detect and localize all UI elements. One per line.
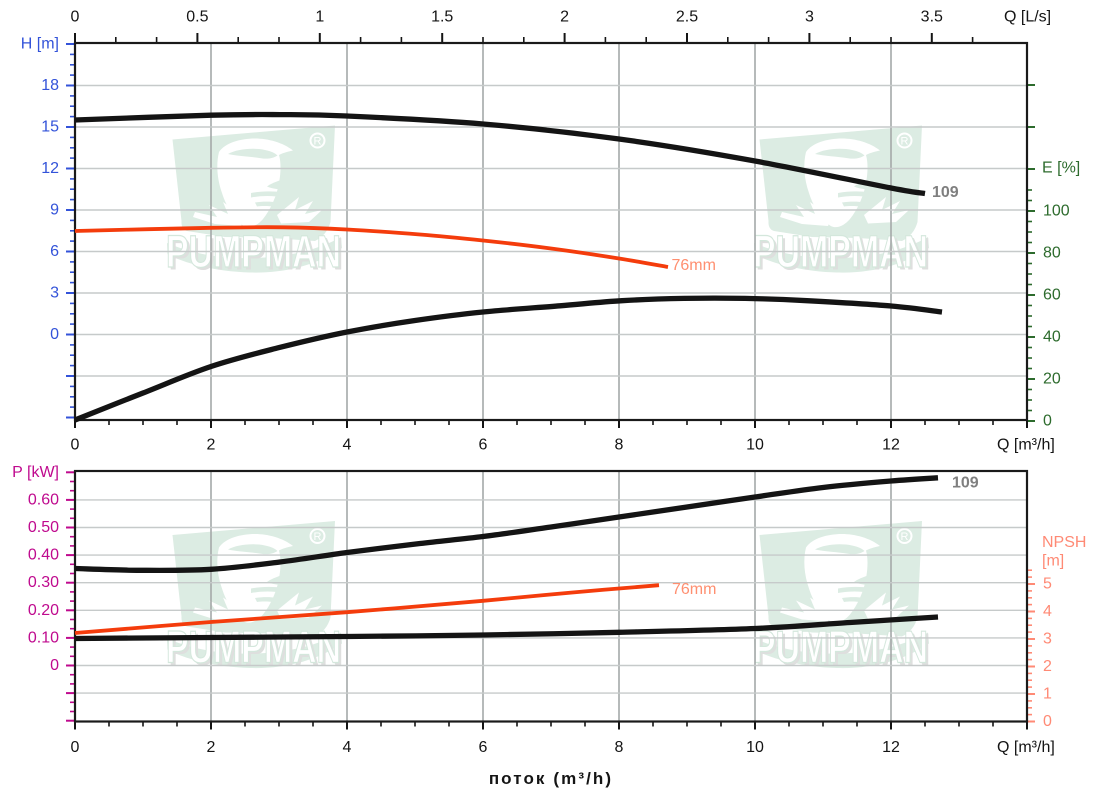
svg-text:Q [L/s]: Q [L/s] bbox=[1004, 9, 1051, 26]
svg-text:0.60: 0.60 bbox=[28, 491, 59, 508]
svg-text:6: 6 bbox=[479, 739, 488, 756]
svg-text:4: 4 bbox=[343, 437, 352, 454]
svg-text:8: 8 bbox=[615, 437, 624, 454]
svg-text:40: 40 bbox=[1043, 329, 1061, 346]
svg-text:E [%]: E [%] bbox=[1042, 160, 1080, 177]
svg-text:5: 5 bbox=[1043, 576, 1052, 593]
svg-text:0: 0 bbox=[71, 9, 80, 26]
svg-text:Q [m³/h]: Q [m³/h] bbox=[997, 739, 1055, 756]
svg-text:поток (m³/h): поток (m³/h) bbox=[489, 769, 613, 788]
svg-text:109: 109 bbox=[932, 184, 959, 201]
svg-text:0.40: 0.40 bbox=[28, 547, 59, 564]
svg-text:[m]: [m] bbox=[1042, 553, 1064, 570]
svg-text:6: 6 bbox=[50, 243, 59, 260]
svg-text:1.5: 1.5 bbox=[431, 9, 453, 26]
svg-text:0: 0 bbox=[50, 326, 59, 343]
svg-text:9: 9 bbox=[50, 202, 59, 219]
svg-text:0: 0 bbox=[71, 739, 80, 756]
svg-text:2: 2 bbox=[1043, 658, 1052, 675]
svg-text:0: 0 bbox=[1043, 713, 1052, 730]
svg-text:10: 10 bbox=[746, 437, 764, 454]
svg-text:1: 1 bbox=[1043, 686, 1052, 703]
svg-text:80: 80 bbox=[1043, 245, 1061, 262]
svg-text:12: 12 bbox=[882, 739, 900, 756]
svg-text:15: 15 bbox=[41, 119, 59, 136]
svg-text:Q [m³/h]: Q [m³/h] bbox=[997, 437, 1055, 454]
svg-text:18: 18 bbox=[41, 77, 59, 94]
svg-text:3.5: 3.5 bbox=[921, 9, 943, 26]
svg-text:0: 0 bbox=[1043, 413, 1052, 430]
svg-text:10: 10 bbox=[746, 739, 764, 756]
svg-text:20: 20 bbox=[1043, 371, 1061, 388]
svg-text:2.5: 2.5 bbox=[676, 9, 698, 26]
svg-text:2: 2 bbox=[560, 9, 569, 26]
svg-text:0.5: 0.5 bbox=[186, 9, 208, 26]
svg-text:12: 12 bbox=[882, 437, 900, 454]
svg-text:NPSH: NPSH bbox=[1042, 534, 1086, 551]
svg-text:0: 0 bbox=[50, 657, 59, 674]
svg-text:109: 109 bbox=[952, 475, 979, 492]
svg-text:3: 3 bbox=[50, 285, 59, 302]
svg-text:76mm: 76mm bbox=[672, 257, 716, 274]
svg-text:4: 4 bbox=[343, 739, 352, 756]
svg-text:0.30: 0.30 bbox=[28, 574, 59, 591]
svg-text:H [m]: H [m] bbox=[21, 36, 59, 53]
svg-text:2: 2 bbox=[207, 739, 216, 756]
svg-text:8: 8 bbox=[615, 739, 624, 756]
svg-text:12: 12 bbox=[41, 160, 59, 177]
svg-text:0.50: 0.50 bbox=[28, 519, 59, 536]
svg-text:1: 1 bbox=[315, 9, 324, 26]
svg-text:76mm: 76mm bbox=[672, 581, 716, 598]
svg-text:100: 100 bbox=[1043, 203, 1070, 220]
svg-text:0: 0 bbox=[71, 437, 80, 454]
svg-text:2: 2 bbox=[207, 437, 216, 454]
svg-text:60: 60 bbox=[1043, 287, 1061, 304]
svg-text:0.10: 0.10 bbox=[28, 629, 59, 646]
svg-text:4: 4 bbox=[1043, 603, 1052, 620]
svg-text:P [kW]: P [kW] bbox=[12, 464, 59, 481]
svg-text:6: 6 bbox=[479, 437, 488, 454]
svg-text:0.20: 0.20 bbox=[28, 602, 59, 619]
svg-text:3: 3 bbox=[805, 9, 814, 26]
svg-text:3: 3 bbox=[1043, 631, 1052, 648]
